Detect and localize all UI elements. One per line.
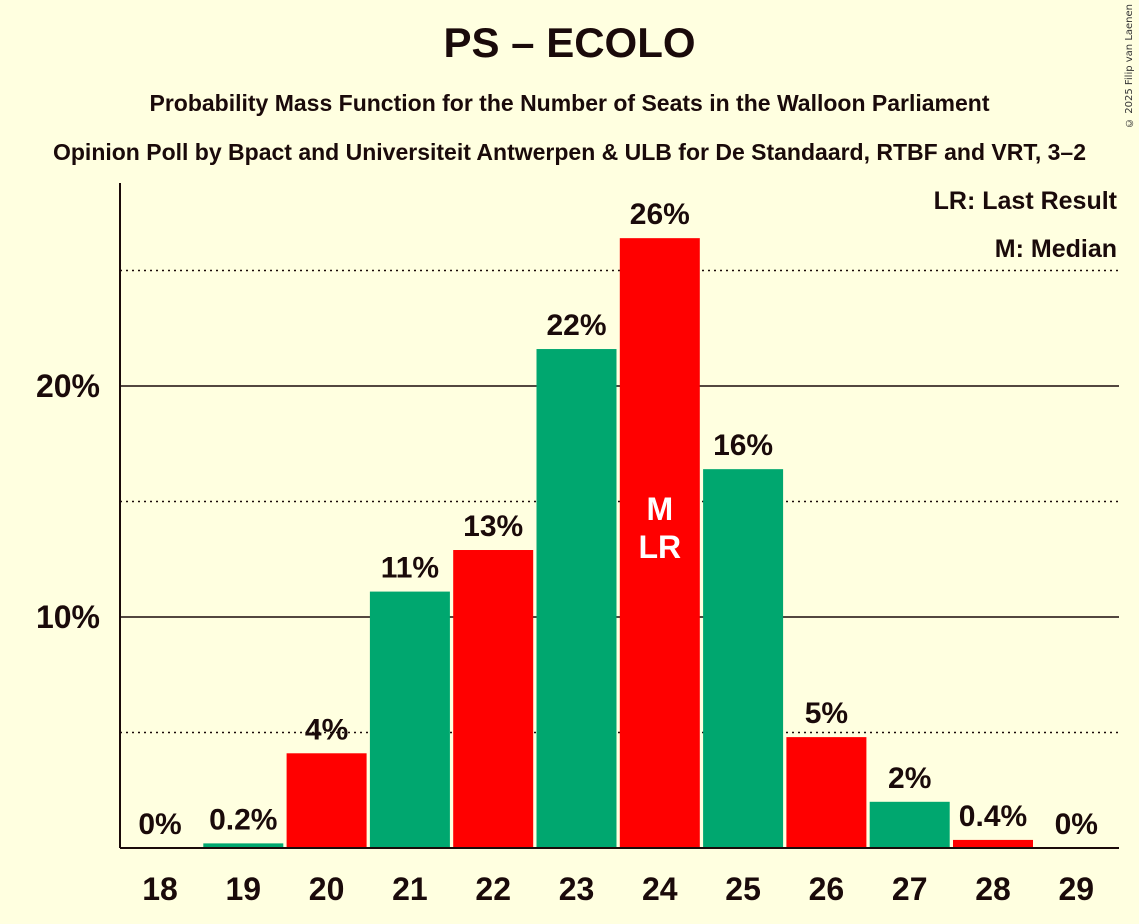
bar-26 xyxy=(786,737,867,848)
y-tick-label-20: 20% xyxy=(36,368,100,404)
x-tick-label-27: 27 xyxy=(892,871,928,907)
x-tick-label-19: 19 xyxy=(226,871,262,907)
bar-22 xyxy=(453,550,534,848)
x-tick-label-23: 23 xyxy=(559,871,595,907)
value-label-28: 0.4% xyxy=(959,800,1027,833)
axes: 18 19 20 21 22 23 24 25 26 27 28 29 10% 20% xyxy=(36,183,1119,907)
x-tick-label-20: 20 xyxy=(309,871,345,907)
x-tick-label-29: 29 xyxy=(1059,871,1095,907)
x-tick-label-24: 24 xyxy=(642,871,678,907)
gridlines xyxy=(120,269,1119,734)
bar-23 xyxy=(536,349,617,848)
legend-last-result: LR: Last Result xyxy=(934,187,1118,215)
x-tick-label-21: 21 xyxy=(392,871,428,907)
bar-19 xyxy=(203,843,284,848)
value-label-20: 4% xyxy=(305,713,348,746)
median-lr-markers: MLR xyxy=(638,491,681,565)
median-marker: M xyxy=(646,491,673,527)
x-tick-label-28: 28 xyxy=(975,871,1011,907)
value-label-27: 2% xyxy=(888,762,931,795)
value-label-18: 0% xyxy=(138,808,181,841)
x-tick-label-26: 26 xyxy=(809,871,845,907)
x-tick-label-25: 25 xyxy=(725,871,761,907)
bar-27 xyxy=(869,801,950,848)
value-label-25: 16% xyxy=(713,429,773,462)
value-label-26: 5% xyxy=(805,697,848,730)
legend-median: M: Median xyxy=(995,235,1117,263)
value-label-24: 26% xyxy=(630,198,690,231)
poll-source: Opinion Poll by Bpact and Universiteit A… xyxy=(52,139,1086,165)
chart-subtitle: Probability Mass Function for the Number… xyxy=(149,90,990,116)
bar-21 xyxy=(369,591,450,848)
value-label-29: 0% xyxy=(1055,808,1098,841)
x-tick-label-22: 22 xyxy=(475,871,511,907)
bar-series xyxy=(203,238,1033,848)
value-label-23: 22% xyxy=(546,309,606,342)
bar-24 xyxy=(619,238,700,848)
bar-28 xyxy=(953,839,1033,848)
bar-20 xyxy=(286,753,367,848)
y-tick-label-10: 10% xyxy=(36,599,100,635)
chart-title: PS – ECOLO xyxy=(443,19,696,66)
value-label-19: 0.2% xyxy=(209,803,277,836)
value-label-22: 13% xyxy=(463,510,523,543)
value-label-21: 11% xyxy=(381,552,439,585)
x-tick-label-18: 18 xyxy=(142,871,178,907)
last-result-marker: LR xyxy=(638,529,681,565)
value-labels: 0% 0.2% 4% 11% 13% 22% 26% 16% 5% 2% 0.4% 0% xyxy=(138,198,1098,841)
bar-25 xyxy=(703,469,784,848)
